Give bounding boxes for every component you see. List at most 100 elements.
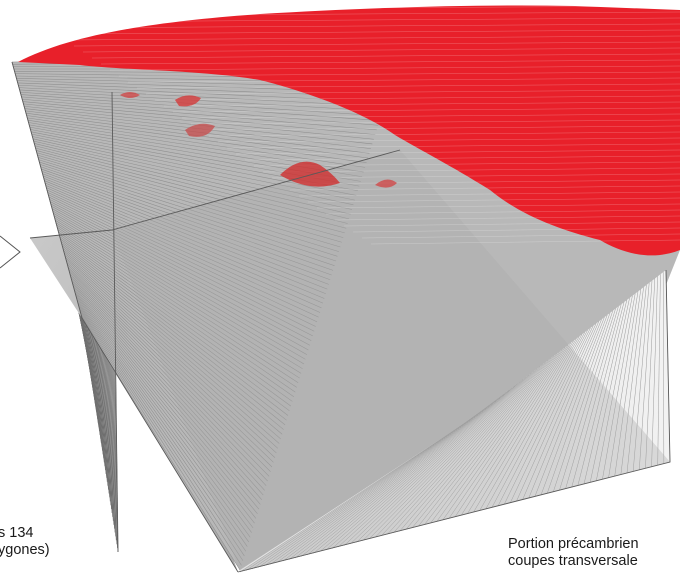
section-line: [43, 178, 328, 290]
texture-line: [28, 11, 680, 17]
section-line: [64, 254, 280, 444]
section-line: [80, 313, 244, 561]
section-line: [72, 282, 263, 500]
section-line: [49, 199, 315, 332]
section-line: [553, 310, 614, 492]
section-line: [393, 366, 541, 533]
section-line: [66, 261, 276, 458]
section-line: [71, 280, 264, 496]
texture-line: [127, 77, 680, 83]
caption-right: Portion précambrien coupes transversale: [508, 536, 639, 570]
section-line: [54, 217, 303, 369]
section-line: [38, 159, 339, 252]
section-line: [350, 381, 521, 544]
section-line: [36, 152, 344, 238]
section-line: [35, 147, 347, 229]
texture-line: [118, 71, 680, 77]
section-line: [540, 314, 608, 496]
section-line: [344, 383, 518, 546]
section-line: [22, 98, 377, 131]
section-line: [313, 394, 504, 554]
section-line: [52, 210, 308, 355]
section-line: [48, 196, 316, 327]
section-line: [430, 353, 558, 524]
section-line: [44, 180, 326, 295]
section-line: [301, 398, 499, 557]
section-line: [59, 236, 292, 407]
section-line: [48, 194, 318, 323]
section-line: [53, 215, 305, 365]
texture-line: [343, 221, 680, 227]
section-line: [442, 349, 563, 521]
relief-features: [120, 92, 397, 188]
section-line: [374, 372, 532, 538]
section-line: [75, 294, 255, 524]
section-line: [78, 306, 248, 547]
section-line: [620, 287, 644, 475]
texture-line: [163, 101, 680, 107]
section-line: [546, 312, 611, 494]
section-line: [639, 280, 653, 470]
section-line: [50, 201, 313, 337]
section-line: [399, 364, 543, 532]
section-line: [57, 227, 297, 388]
section-line: [20, 91, 382, 117]
section-line: [460, 342, 572, 516]
section-line: [26, 115, 367, 163]
section-line: [368, 374, 529, 540]
section-line: [70, 275, 267, 486]
section-line: [56, 224, 299, 383]
section-line: [436, 351, 560, 522]
texture-line: [334, 215, 680, 221]
section-line: [50, 203, 312, 341]
section-line: [38, 157, 341, 248]
section-line: [62, 247, 284, 430]
section-line: [491, 332, 586, 508]
section-line: [497, 329, 588, 507]
texture-line: [325, 209, 680, 215]
section-line: [81, 317, 241, 571]
texture-line: [253, 161, 680, 167]
section-line: [34, 143, 350, 220]
section-line: [473, 338, 577, 513]
section-line: [40, 166, 335, 266]
section-line: [356, 379, 524, 543]
section-line: [61, 243, 287, 421]
texture-line: [46, 23, 680, 29]
texture-line: [289, 185, 680, 191]
section-line: [577, 302, 625, 486]
section-line: [36, 150, 345, 234]
section-line: [626, 284, 647, 474]
texture-line: [262, 167, 680, 173]
section-line: [41, 168, 334, 271]
section-line: [264, 411, 482, 566]
texture-line: [154, 95, 680, 101]
section-line: [19, 89, 383, 112]
texture-line: [91, 53, 680, 59]
section-line: [27, 117, 366, 168]
section-line: [81, 315, 242, 566]
section-line: [77, 303, 249, 543]
caption-left: s 134 ygones): [0, 525, 50, 559]
section-line: [596, 295, 633, 481]
section-line: [411, 359, 549, 529]
texture-line: [298, 191, 680, 197]
section-line: [46, 187, 322, 309]
section-line: [46, 189, 321, 313]
texture-line: [181, 113, 680, 119]
section-line: [534, 317, 605, 497]
section-line: [424, 355, 555, 526]
section-line: [60, 238, 290, 412]
texture-line: [145, 89, 680, 95]
texture-line: [190, 119, 680, 125]
section-line: [31, 133, 355, 201]
texture-line: [361, 233, 680, 239]
section-line: [20, 94, 380, 121]
section-line: [503, 327, 591, 505]
section-line: [31, 131, 357, 196]
section-line: [74, 292, 257, 519]
section-line: [362, 376, 527, 541]
section-line: [295, 400, 496, 559]
section-line: [58, 231, 294, 397]
section-line: [282, 404, 490, 562]
